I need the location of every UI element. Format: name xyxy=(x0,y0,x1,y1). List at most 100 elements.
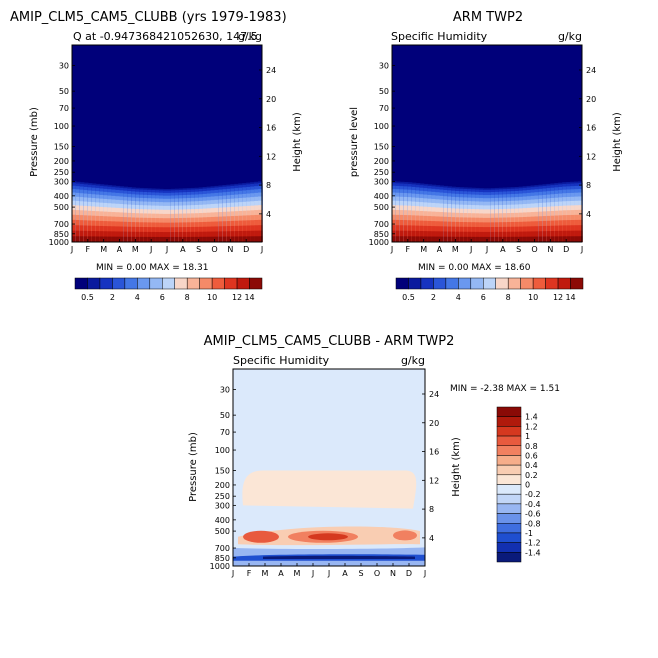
y-tick-label: 150 xyxy=(215,466,230,475)
contour-band xyxy=(443,236,449,242)
contour-band xyxy=(570,236,575,242)
contour-band xyxy=(242,236,247,242)
contour-band xyxy=(234,236,239,242)
contour-band xyxy=(182,236,188,242)
contour-band xyxy=(483,236,488,242)
y-tick-label: 700 xyxy=(54,220,69,229)
colorbar-swatch xyxy=(496,503,522,514)
y-tick-label: 500 xyxy=(374,203,389,212)
x-tick-label: J xyxy=(165,245,168,254)
colorbar-swatch xyxy=(496,474,522,485)
x-tick-label: A xyxy=(342,569,348,578)
colorbar-swatch xyxy=(199,277,213,290)
colorbar-label: 1.2 xyxy=(525,422,538,431)
colorbar-label: 8 xyxy=(506,293,511,302)
colorbar-swatch xyxy=(470,277,484,290)
colorbar-swatch xyxy=(496,542,522,553)
colorbar-label: -0.8 xyxy=(525,519,541,528)
contour-band xyxy=(479,236,484,242)
y-tick-label: 100 xyxy=(374,122,389,131)
contour-band xyxy=(79,236,85,242)
x-tick-label: F xyxy=(86,245,91,254)
x-tick-label: A xyxy=(437,245,443,254)
contour-band xyxy=(522,236,528,242)
y2-tick-label: 8 xyxy=(266,181,271,190)
y-tick-label: 100 xyxy=(54,122,69,131)
colorbar-label: 1.4 xyxy=(525,413,538,422)
x-tick-label: F xyxy=(406,245,411,254)
colorbar-label: 4 xyxy=(135,293,140,302)
colorbar-label: 2 xyxy=(431,293,436,302)
colorbar-label: -1.4 xyxy=(525,548,541,557)
colorbar-label: 10 xyxy=(207,293,217,302)
y-tick-label: 1000 xyxy=(49,238,69,247)
x-tick-label: M xyxy=(452,245,459,254)
x-tick-label: N xyxy=(390,569,396,578)
colorbar-label: 4 xyxy=(456,293,461,302)
colorbar-label: 0 xyxy=(525,481,530,490)
x-tick-label: M xyxy=(100,245,107,254)
colorbar-label: 14 xyxy=(565,293,575,302)
colorbar: 1.41.210.80.60.40.20-0.2-0.4-0.6-0.8-1-1… xyxy=(496,406,541,563)
colorbar-swatch xyxy=(186,277,200,290)
y-tick-label: 30 xyxy=(59,61,69,70)
contour-band xyxy=(554,236,559,242)
contour-band xyxy=(439,236,445,242)
contour-band xyxy=(155,236,160,242)
contour-band xyxy=(222,236,227,242)
y-tick-label: 700 xyxy=(374,220,389,229)
colorbar-swatch xyxy=(496,523,522,534)
colorbar-label: 6 xyxy=(481,293,486,302)
contour-band xyxy=(431,236,437,242)
contour-band xyxy=(463,236,468,242)
colorbar-label: 0.5 xyxy=(81,293,94,302)
contour-band xyxy=(87,236,93,242)
contour-band xyxy=(147,236,152,242)
colorbar-swatch xyxy=(433,277,447,290)
colorbar: 0.5 2 4 6 8 10 12 14 xyxy=(395,277,584,302)
colorbar-swatch xyxy=(496,513,522,524)
x-tick-label: D xyxy=(563,245,569,254)
y-tick-label: 70 xyxy=(379,104,389,113)
y-tick-label: 400 xyxy=(54,192,69,201)
x-tick-label: J xyxy=(260,245,263,254)
y-tick-label: 500 xyxy=(54,203,69,212)
colorbar-swatch xyxy=(520,277,534,290)
y2-axis-label: Height (km) xyxy=(292,112,303,172)
colorbar-swatch xyxy=(112,277,126,290)
x-tick-label: M xyxy=(294,569,301,578)
x-tick-label: N xyxy=(547,245,553,254)
colorbar-swatch xyxy=(458,277,472,290)
y-tick-label: 1000 xyxy=(210,562,230,571)
contour-band xyxy=(459,236,464,242)
contour-band xyxy=(451,236,456,242)
colorbar-swatch xyxy=(495,277,509,290)
contour-band xyxy=(487,236,492,242)
y2-tick-label: 4 xyxy=(266,210,271,219)
contour-band xyxy=(435,236,441,242)
contour-band xyxy=(198,236,204,242)
y-tick-label: 1000 xyxy=(369,238,389,247)
colorbar-label: -1.2 xyxy=(525,539,541,548)
colorbar-label: -0.2 xyxy=(525,490,541,499)
contour-band xyxy=(578,236,583,242)
contour-band xyxy=(107,236,113,242)
colorbar-swatch xyxy=(236,277,250,290)
contour-band xyxy=(546,236,551,242)
panel-units: g/kg xyxy=(558,30,582,43)
y-tick-label: 300 xyxy=(374,177,389,186)
y2-tick-label: 20 xyxy=(429,419,439,428)
contour-band xyxy=(558,236,563,242)
colorbar-label: -0.6 xyxy=(525,510,541,519)
y2-tick-label: 4 xyxy=(586,210,591,219)
colorbar-label: 0.6 xyxy=(525,451,538,460)
colorbar-swatch xyxy=(99,277,113,290)
min-max-stats: MIN = 0.00 MAX = 18.60 xyxy=(418,263,531,273)
contour-band xyxy=(530,236,536,242)
contour-band xyxy=(123,236,129,242)
contour-band xyxy=(506,236,512,242)
y-tick-label: 850 xyxy=(54,230,69,239)
colorbar-label: -0.4 xyxy=(525,500,541,509)
x-tick-label: D xyxy=(243,245,249,254)
